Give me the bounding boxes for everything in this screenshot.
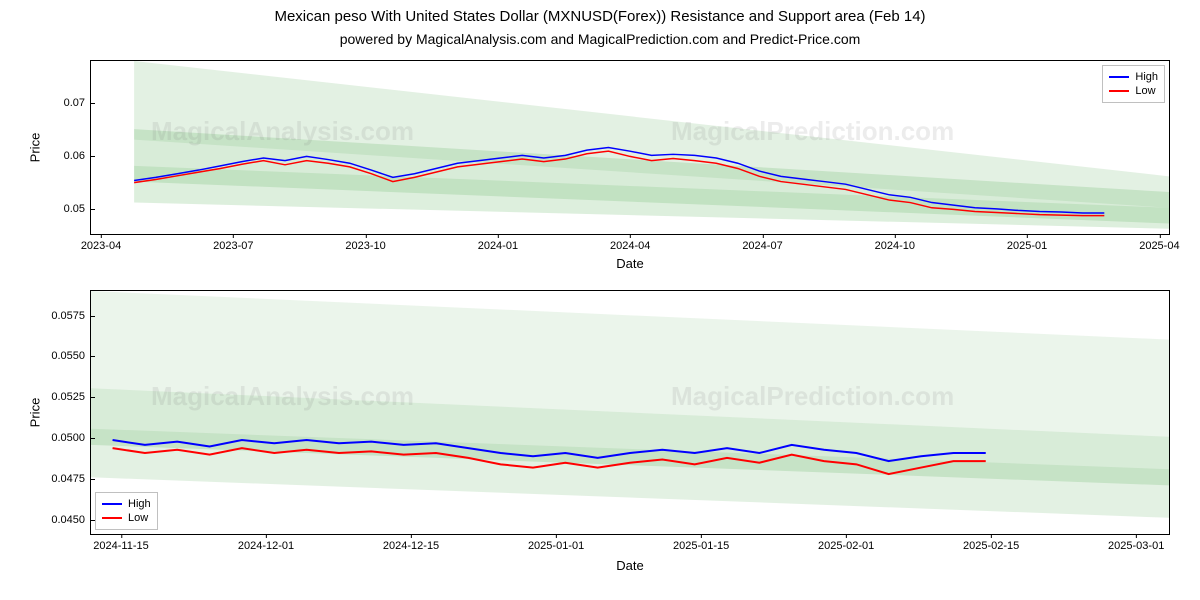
x-tick: 2024-10 xyxy=(875,234,915,252)
y-axis-label: Price xyxy=(27,133,42,163)
y-tick: 0.06 xyxy=(64,150,91,162)
x-tick: 2024-12-15 xyxy=(383,534,439,552)
y-tick: 0.0500 xyxy=(51,432,91,444)
x-tick: 2025-01 xyxy=(1007,234,1047,252)
x-tick: 2024-04 xyxy=(610,234,650,252)
chart-top-plot xyxy=(91,61,1169,234)
y-axis-label: Price xyxy=(27,398,42,428)
x-tick: 2024-07 xyxy=(742,234,782,252)
x-tick: 2025-03-01 xyxy=(1108,534,1164,552)
legend-bottom: High Low xyxy=(95,492,158,530)
x-axis-label: Date xyxy=(90,256,1170,271)
y-tick: 0.07 xyxy=(64,97,91,109)
x-tick: 2024-01 xyxy=(478,234,518,252)
x-tick: 2025-01-01 xyxy=(528,534,584,552)
x-tick: 2023-07 xyxy=(213,234,253,252)
x-axis-label: Date xyxy=(90,558,1170,573)
x-tick: 2024-12-01 xyxy=(238,534,294,552)
legend-label: High xyxy=(1135,71,1158,83)
legend-item: High xyxy=(102,497,151,511)
legend-label: High xyxy=(128,498,151,510)
chart-bottom-plot xyxy=(91,291,1169,534)
legend-item: Low xyxy=(102,511,151,525)
y-tick: 0.0550 xyxy=(51,350,91,362)
x-tick: 2023-10 xyxy=(345,234,385,252)
x-tick: 2024-11-15 xyxy=(93,534,148,552)
legend-top: High Low xyxy=(1102,65,1165,103)
legend-label: Low xyxy=(1135,85,1155,97)
legend-label: Low xyxy=(128,512,148,524)
x-tick: 2025-02-15 xyxy=(963,534,1019,552)
legend-item: High xyxy=(1109,70,1158,84)
legend-item: Low xyxy=(1109,84,1158,98)
y-tick: 0.05 xyxy=(64,203,91,215)
y-tick: 0.0475 xyxy=(51,473,91,485)
x-tick: 2025-02-01 xyxy=(818,534,874,552)
chart-subtitle: powered by MagicalAnalysis.com and Magic… xyxy=(0,25,1200,47)
y-tick: 0.0575 xyxy=(51,310,91,322)
chart-top: MagicalAnalysis.com MagicalPrediction.co… xyxy=(90,60,1170,235)
chart-title: Mexican peso With United States Dollar (… xyxy=(0,0,1200,25)
y-tick: 0.0525 xyxy=(51,391,91,403)
x-tick: 2025-04 xyxy=(1139,234,1179,252)
x-tick: 2025-01-15 xyxy=(673,534,729,552)
x-tick: 2023-04 xyxy=(81,234,121,252)
chart-bottom: MagicalAnalysis.com MagicalPrediction.co… xyxy=(90,290,1170,535)
y-tick: 0.0450 xyxy=(51,514,91,526)
